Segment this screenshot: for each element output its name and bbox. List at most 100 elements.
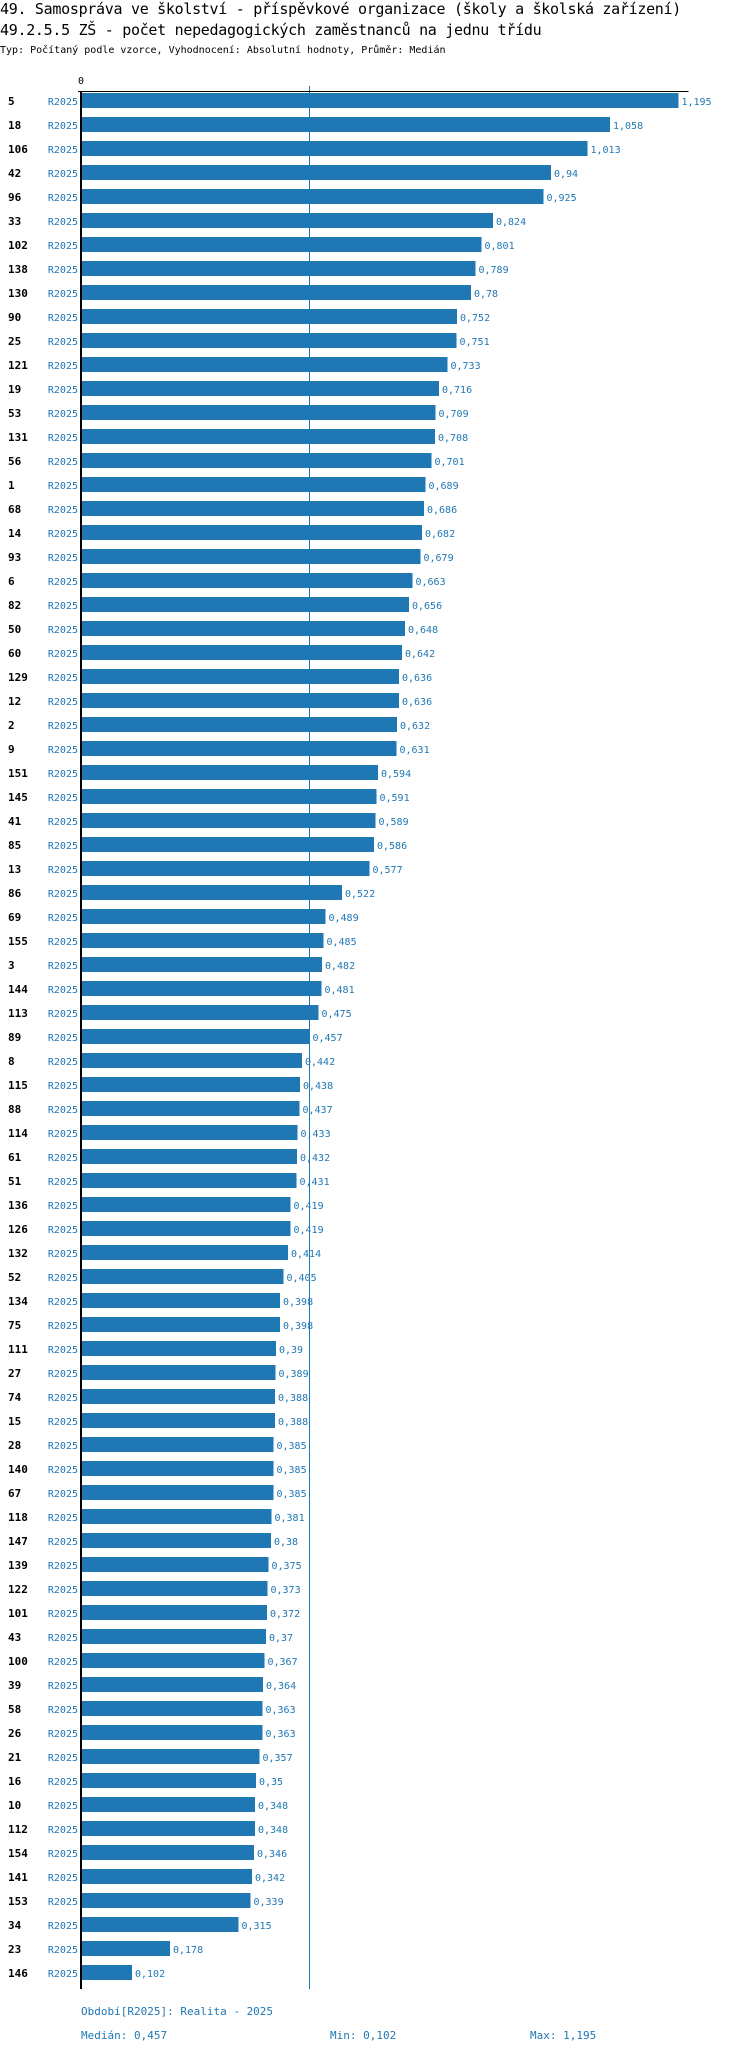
category-label: 112 (8, 1823, 28, 1836)
data-label: 0,348 (258, 1801, 288, 1812)
category-label: 85 (8, 839, 21, 852)
data-label: 0,414 (291, 1249, 321, 1260)
category-label: 5 (8, 95, 15, 108)
series-label: R2025 (48, 529, 78, 540)
series-label: R2025 (48, 1513, 78, 1524)
series-label: R2025 (48, 1393, 78, 1404)
category-label: 21 (8, 1751, 22, 1764)
bar (81, 1821, 255, 1836)
category-label: 75 (8, 1319, 21, 1332)
data-label: 0,431 (300, 1177, 330, 1188)
bar (81, 597, 409, 612)
data-label: 0,631 (400, 745, 430, 756)
bar (81, 1557, 269, 1572)
series-label: R2025 (48, 889, 78, 900)
category-label: 100 (8, 1655, 28, 1668)
bar (81, 1893, 251, 1908)
indicator-info: Typ: Počítaný podle vzorce, Vyhodnocení:… (0, 45, 446, 56)
data-label: 0,315 (242, 1921, 272, 1932)
bar (81, 1941, 170, 1956)
data-label: 0,682 (425, 529, 455, 540)
data-label: 0,433 (301, 1129, 331, 1140)
data-label: 0,591 (380, 793, 410, 804)
category-label: 88 (8, 1103, 21, 1116)
bar (81, 1053, 302, 1068)
category-label: 23 (8, 1943, 21, 1956)
data-label: 0,457 (313, 1033, 343, 1044)
indicator-title: 49.2.5.5 ZŠ - počet nepedagogických zamě… (0, 21, 542, 39)
series-label: R2025 (48, 433, 78, 444)
x-tick-label: 0 (78, 76, 84, 87)
bar (81, 861, 370, 876)
data-label: 0,701 (435, 457, 465, 468)
category-label: 61 (8, 1151, 22, 1164)
data-label: 1,013 (591, 145, 621, 156)
bar (81, 1629, 266, 1644)
series-label: R2025 (48, 769, 78, 780)
category-label: 141 (8, 1871, 28, 1884)
series-label: R2025 (48, 1897, 78, 1908)
category-label: 115 (8, 1079, 28, 1092)
data-label: 0,405 (287, 1273, 317, 1284)
data-label: 0,178 (173, 1945, 203, 1956)
bar (81, 213, 493, 228)
footer-min: Min: 0,102 (330, 2029, 397, 2042)
series-label: R2025 (48, 841, 78, 852)
series-label: R2025 (48, 1561, 78, 1572)
series-label: R2025 (48, 505, 78, 516)
bar (81, 1197, 291, 1212)
category-label: 90 (8, 311, 21, 324)
category-label: 121 (8, 359, 28, 372)
category-label: 56 (8, 455, 22, 468)
category-label: 139 (8, 1559, 28, 1572)
bar (81, 357, 448, 372)
series-label: R2025 (48, 97, 78, 108)
bar (81, 453, 432, 468)
series-label: R2025 (48, 1873, 78, 1884)
series-label: R2025 (48, 1225, 78, 1236)
bar (81, 741, 397, 756)
series-label: R2025 (48, 1417, 78, 1428)
series-label: R2025 (48, 313, 78, 324)
category-label: 18 (8, 119, 21, 132)
bar (81, 981, 322, 996)
data-label: 0,432 (300, 1153, 330, 1164)
series-label: R2025 (48, 1969, 78, 1980)
series-label: R2025 (48, 865, 78, 876)
bar (81, 501, 424, 516)
category-label: 86 (8, 887, 22, 900)
category-label: 131 (8, 431, 28, 444)
series-label: R2025 (48, 697, 78, 708)
category-label: 153 (8, 1895, 28, 1908)
series-label: R2025 (48, 1585, 78, 1596)
data-label: 0,663 (416, 577, 446, 588)
bar (81, 933, 324, 948)
series-label: R2025 (48, 1345, 78, 1356)
category-label: 138 (8, 263, 28, 276)
data-label: 0,37 (269, 1633, 293, 1644)
series-label: R2025 (48, 577, 78, 588)
data-label: 0,642 (405, 649, 435, 660)
category-label: 13 (8, 863, 21, 876)
data-label: 0,342 (255, 1873, 285, 1884)
page-title: 49. Samospráva ve školství - příspěvkové… (0, 0, 682, 18)
series-label: R2025 (48, 385, 78, 396)
category-label: 10 (8, 1799, 21, 1812)
category-label: 122 (8, 1583, 28, 1596)
category-label: 39 (8, 1679, 21, 1692)
bar (81, 789, 377, 804)
data-label: 0,709 (439, 409, 469, 420)
bar (81, 285, 471, 300)
bar (81, 237, 482, 252)
bar (81, 1293, 280, 1308)
bar (81, 405, 436, 420)
series-label: R2025 (48, 1849, 78, 1860)
series-label: R2025 (48, 1249, 78, 1260)
category-label: 102 (8, 239, 28, 252)
category-label: 33 (8, 215, 21, 228)
bar (81, 1965, 132, 1980)
bar (81, 765, 378, 780)
series-label: R2025 (48, 793, 78, 804)
series-label: R2025 (48, 145, 78, 156)
